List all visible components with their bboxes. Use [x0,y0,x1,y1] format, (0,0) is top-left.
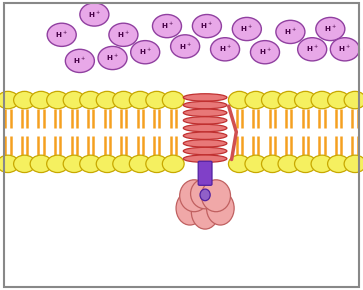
Ellipse shape [183,94,227,101]
Circle shape [80,91,102,109]
Circle shape [228,91,250,109]
Circle shape [146,91,168,109]
Circle shape [327,91,349,109]
Circle shape [0,155,19,173]
Circle shape [129,155,151,173]
Text: H$^+$: H$^+$ [179,41,192,52]
Ellipse shape [183,102,227,109]
Circle shape [278,155,300,173]
Circle shape [47,155,69,173]
Text: H$^+$: H$^+$ [106,53,119,63]
Circle shape [113,91,135,109]
Ellipse shape [191,194,219,229]
Ellipse shape [183,147,227,155]
Text: H$^+$: H$^+$ [160,21,174,31]
Text: H$^+$: H$^+$ [219,44,232,55]
Ellipse shape [207,191,234,225]
Circle shape [30,155,52,173]
Circle shape [245,155,267,173]
Circle shape [171,35,200,58]
Circle shape [211,38,240,61]
Circle shape [316,17,345,41]
Circle shape [294,91,316,109]
Circle shape [245,91,267,109]
Circle shape [109,23,138,46]
Circle shape [261,155,283,173]
Circle shape [344,91,363,109]
Ellipse shape [183,124,227,132]
Circle shape [162,91,184,109]
Circle shape [113,155,135,173]
Circle shape [96,91,118,109]
Ellipse shape [183,117,227,124]
Circle shape [250,41,280,64]
Circle shape [80,3,109,26]
Ellipse shape [180,180,209,212]
Circle shape [327,155,349,173]
Circle shape [131,41,160,64]
Ellipse shape [176,191,204,225]
Circle shape [98,46,127,70]
Ellipse shape [183,132,227,139]
Circle shape [311,91,333,109]
Ellipse shape [191,179,220,209]
Circle shape [63,155,85,173]
Circle shape [47,23,76,46]
Circle shape [30,91,52,109]
Circle shape [129,91,151,109]
Circle shape [276,20,305,44]
Text: H$^+$: H$^+$ [55,30,68,40]
Circle shape [0,91,19,109]
FancyBboxPatch shape [198,161,212,185]
Circle shape [96,155,118,173]
Circle shape [330,38,359,61]
Circle shape [47,91,69,109]
Text: H$^+$: H$^+$ [338,44,351,55]
Circle shape [152,14,182,38]
Circle shape [162,155,184,173]
Text: H$^+$: H$^+$ [284,27,297,37]
Text: H$^+$: H$^+$ [88,9,101,20]
Ellipse shape [200,189,210,201]
Circle shape [311,155,333,173]
Circle shape [146,155,168,173]
Text: H$^+$: H$^+$ [139,47,152,57]
Text: H$^+$: H$^+$ [117,30,130,40]
Circle shape [80,155,102,173]
Circle shape [14,155,36,173]
Circle shape [65,49,94,72]
Circle shape [14,91,36,109]
Ellipse shape [183,140,227,147]
Ellipse shape [183,155,227,162]
Text: H$^+$: H$^+$ [306,44,319,55]
Circle shape [261,91,283,109]
Text: H$^+$: H$^+$ [200,21,213,31]
Text: H$^+$: H$^+$ [73,56,86,66]
Circle shape [192,14,221,38]
Circle shape [294,155,316,173]
Ellipse shape [183,109,227,117]
Text: H$^+$: H$^+$ [324,24,337,34]
Circle shape [228,155,250,173]
Text: H$^+$: H$^+$ [240,24,253,34]
Circle shape [232,17,261,41]
Circle shape [63,91,85,109]
Circle shape [278,91,300,109]
Circle shape [344,155,363,173]
Text: H$^+$: H$^+$ [258,47,272,57]
Ellipse shape [201,180,231,212]
Circle shape [298,38,327,61]
